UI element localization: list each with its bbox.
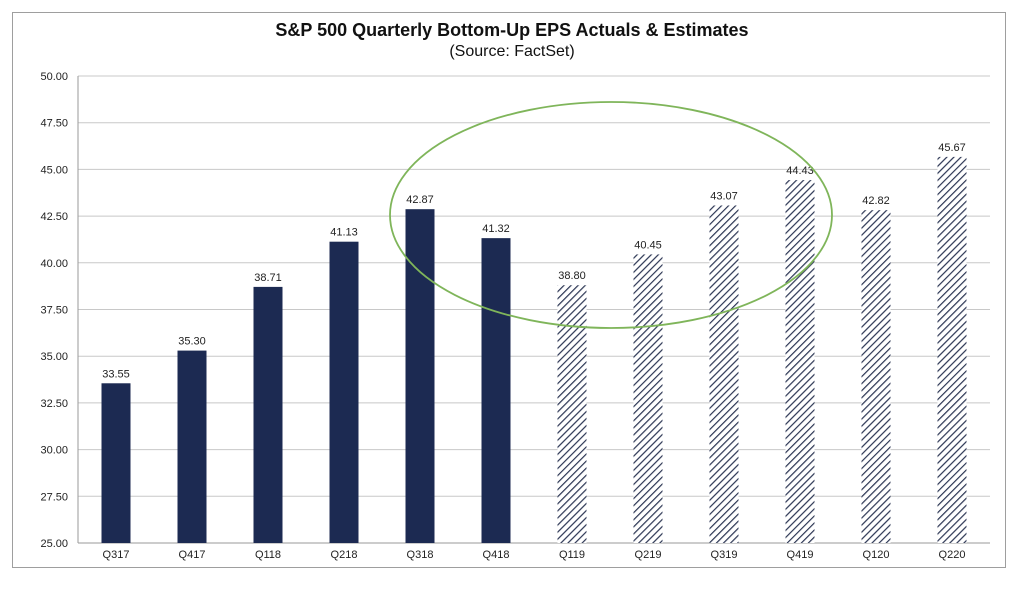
- data-label-q120: 42.82: [862, 195, 890, 207]
- x-tick-label: Q417: [179, 549, 206, 561]
- bar-q219: [633, 254, 663, 544]
- gridlines: [77, 75, 990, 544]
- y-tick-label: 42.50: [40, 211, 68, 223]
- y-tick-label: 25.00: [40, 538, 68, 550]
- bar-q120: [861, 210, 891, 543]
- x-tick-label: Q220: [939, 549, 966, 561]
- bar-q417: [177, 350, 207, 543]
- x-tick-label: Q319: [711, 549, 738, 561]
- data-label-q417: 35.30: [178, 336, 206, 348]
- y-tick-label: 47.50: [40, 118, 68, 130]
- bar-q220: [937, 156, 967, 543]
- y-tick-label: 32.50: [40, 398, 68, 410]
- x-tick-label: Q118: [255, 549, 281, 561]
- y-tick-label: 50.00: [40, 71, 68, 83]
- chart-subtitle: (Source: FactSet): [449, 43, 575, 60]
- data-label-q118: 38.71: [254, 272, 282, 284]
- y-tick-label: 45.00: [40, 164, 68, 176]
- x-tick-label: Q119: [559, 549, 585, 561]
- x-tick-label: Q120: [863, 549, 890, 561]
- bar-q419: [785, 180, 815, 543]
- data-label-q218: 41.13: [330, 227, 358, 239]
- data-label-q318: 42.87: [406, 194, 434, 206]
- bar-q119: [557, 285, 587, 543]
- x-tick-label: Q418: [483, 549, 510, 561]
- y-tick-label: 30.00: [40, 445, 68, 457]
- bar-q118: [253, 286, 283, 543]
- data-label-q418: 41.32: [482, 223, 510, 235]
- x-tick-label: Q318: [407, 549, 434, 561]
- data-label-q220: 45.67: [938, 142, 966, 154]
- x-tick-label: Q218: [331, 549, 358, 561]
- y-tick-label: 35.00: [40, 351, 68, 363]
- bar-q218: [329, 241, 359, 544]
- bar-q318: [405, 209, 435, 543]
- data-label-q419: 44.43: [786, 165, 814, 177]
- y-axis: 25.00 27.50 30.00 32.50 35.00 37.50 40.00 42.50…: [40, 71, 68, 550]
- x-tick-label: Q317: [103, 549, 130, 561]
- chart-title: S&P 500 Quarterly Bottom-Up EPS Actuals …: [275, 20, 749, 40]
- y-tick-label: 37.50: [40, 305, 68, 317]
- data-label-q219: 40.45: [634, 239, 662, 251]
- data-label-q119: 38.80: [558, 270, 586, 282]
- bar-q418: [481, 238, 511, 543]
- x-axis: Q317 Q417 Q118 Q218 Q318 Q418 Q119 Q219 Q319 Q419…: [103, 549, 966, 561]
- x-tick-label: Q419: [787, 549, 814, 561]
- data-labels: 33.55 35.30 38.71 41.13 42.87 41.32 38.80 40.45…: [102, 142, 966, 380]
- highlight-ellipse: [389, 101, 833, 329]
- data-label-q319: 43.07: [710, 190, 738, 202]
- y-tick-label: 27.50: [40, 491, 68, 503]
- annotations: [389, 101, 833, 329]
- x-tick-label: Q219: [635, 549, 662, 561]
- bar-q317: [101, 383, 131, 543]
- y-tick-label: 40.00: [40, 258, 68, 270]
- bars: [101, 156, 967, 544]
- data-label-q317: 33.55: [102, 368, 130, 380]
- bar-q319: [709, 205, 739, 543]
